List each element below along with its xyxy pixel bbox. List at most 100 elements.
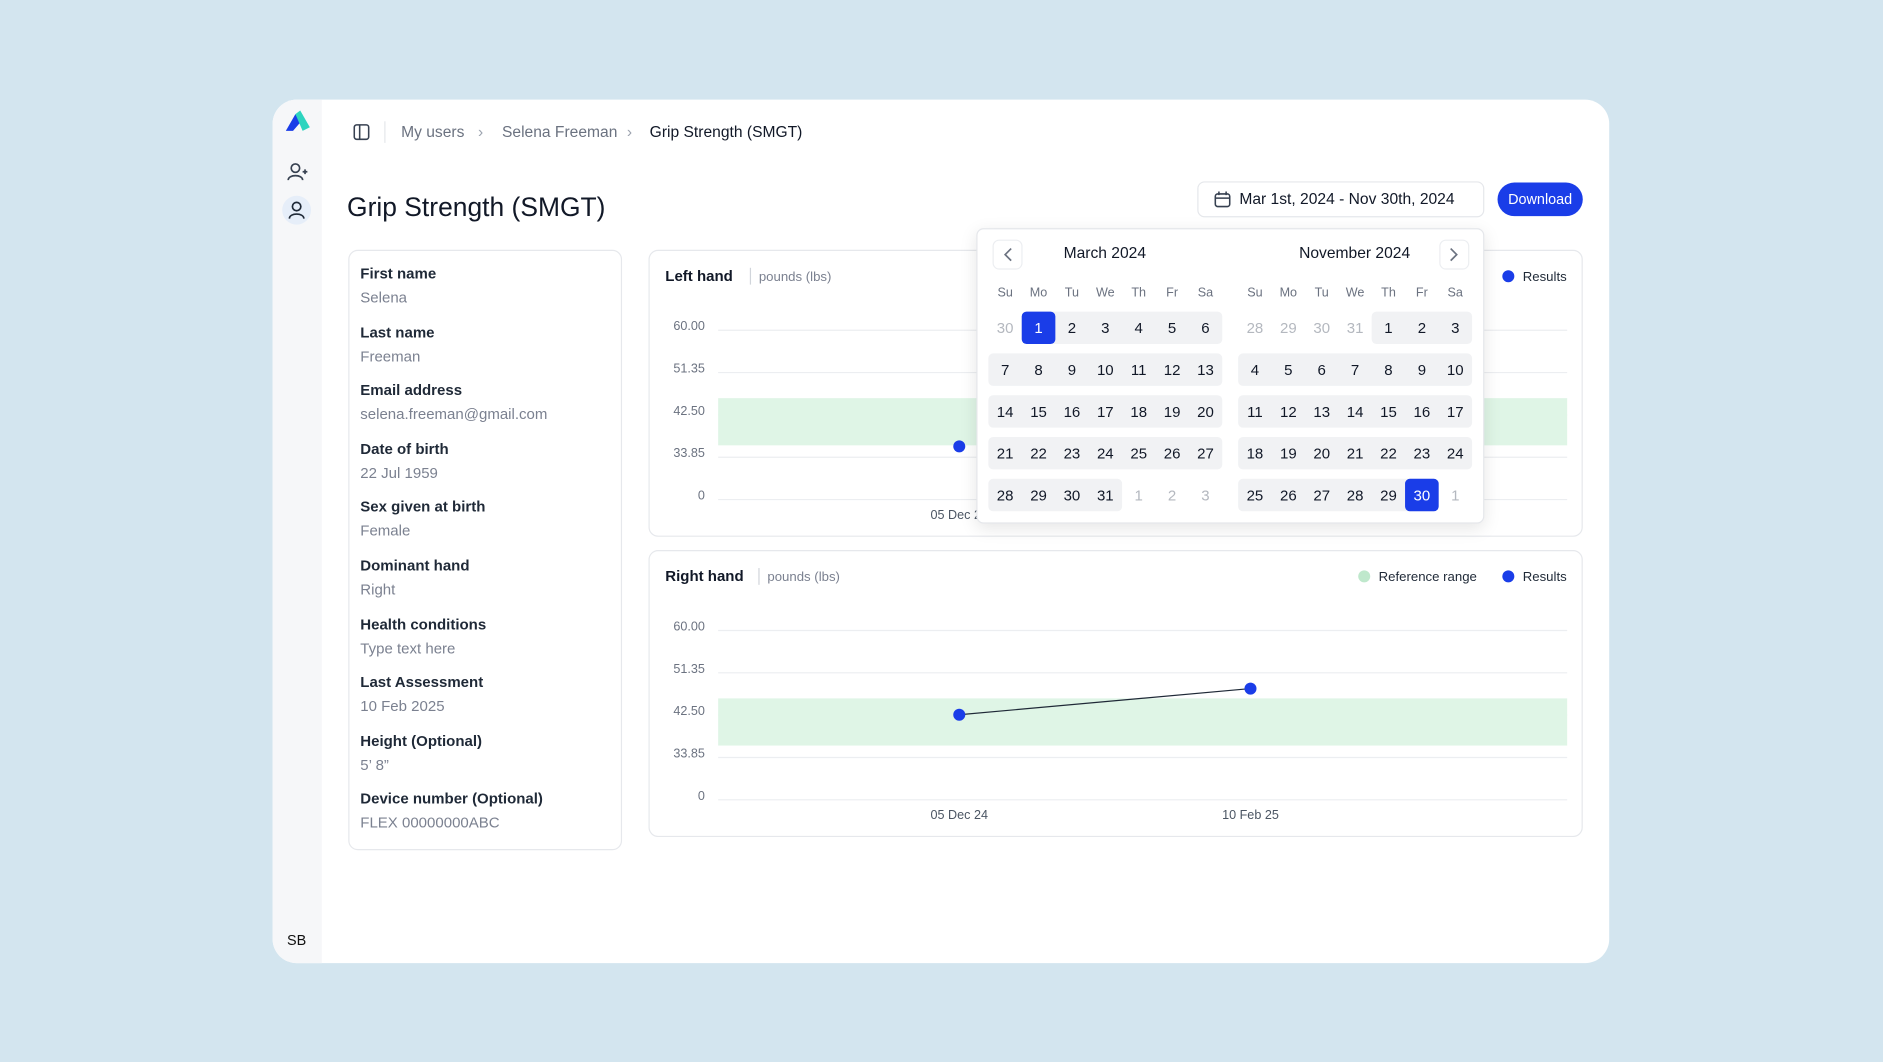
day[interactable]: 24 [1447,446,1464,463]
day[interactable]: 1 [1451,487,1459,504]
day[interactable]: 6 [1318,362,1326,379]
day[interactable]: 17 [1097,404,1114,421]
breadcrumb-link[interactable]: Selena Freeman [501,122,618,141]
day[interactable]: 19 [1280,446,1297,463]
day[interactable]: 21 [997,446,1014,463]
day[interactable]: 9 [1068,362,1076,379]
day[interactable]: 17 [1447,404,1464,421]
field-value: 22 Jul 1959 [360,464,438,482]
day[interactable]: 31 [1347,320,1364,337]
weekday: Mo [1030,286,1047,300]
day[interactable]: 27 [1313,487,1330,504]
day[interactable]: 29 [1030,487,1047,504]
breadcrumb-link[interactable]: My users [401,122,465,141]
day[interactable]: 11 [1131,362,1147,379]
day[interactable]: 9 [1418,362,1426,379]
field-value: FLEX 00000000ABC [360,814,500,832]
avatar[interactable]: SB [287,931,307,949]
day[interactable]: 13 [1197,362,1214,379]
day[interactable]: 8 [1384,362,1392,379]
day[interactable]: 3 [1101,320,1109,337]
day[interactable]: 28 [997,487,1014,504]
day[interactable]: 7 [1001,362,1009,379]
y-tick-label: 60.00 [673,619,705,633]
day[interactable]: 25 [1247,487,1264,504]
day[interactable]: 14 [1347,404,1364,421]
day[interactable]: 25 [1130,446,1147,463]
day[interactable]: 2 [1418,320,1426,337]
day[interactable]: 1 [1135,487,1143,504]
result-point [953,440,966,453]
day[interactable]: 30 [1064,487,1081,504]
day[interactable]: 28 [1247,320,1264,337]
date-range-picker[interactable] [1197,181,1485,218]
range-bar [1021,311,1223,345]
day[interactable]: 26 [1280,487,1297,504]
day[interactable]: 16 [1064,404,1081,421]
day[interactable]: 22 [1030,446,1047,463]
day[interactable]: 8 [1034,362,1042,379]
profile-card: First name Selena Last name Freeman Email ad… [348,249,623,851]
day[interactable]: 28 [1347,487,1364,504]
day[interactable]: 30 [997,320,1014,337]
day[interactable]: 18 [1130,404,1147,421]
chart-card [648,550,1583,838]
day[interactable]: 4 [1251,362,1259,379]
day[interactable]: 15 [1380,404,1397,421]
y-tick-label: 33.85 [673,746,705,760]
selected-day [1021,311,1056,345]
day[interactable]: 29 [1280,320,1297,337]
download-button[interactable]: Download [1497,182,1583,217]
day[interactable]: 4 [1135,320,1143,337]
panel-toggle[interactable] [353,124,370,141]
day[interactable]: 10 [1097,362,1114,379]
day[interactable]: 16 [1414,404,1431,421]
day[interactable]: 23 [1414,446,1431,463]
day[interactable]: 3 [1201,487,1209,504]
day[interactable]: 31 [1097,487,1114,504]
day[interactable]: 1 [1034,320,1042,337]
day[interactable]: 5 [1284,362,1292,379]
day[interactable]: 10 [1447,362,1464,379]
day[interactable]: 5 [1168,320,1176,337]
day[interactable]: 20 [1313,446,1330,463]
day[interactable]: 18 [1247,446,1264,463]
day[interactable]: 12 [1164,362,1181,379]
day[interactable]: 22 [1380,446,1397,463]
range-bar [988,437,1223,470]
day[interactable]: 12 [1280,404,1297,421]
day[interactable]: 14 [997,404,1014,421]
day[interactable]: 23 [1064,446,1081,463]
nav-next[interactable] [1439,239,1470,270]
day[interactable]: 24 [1097,446,1114,463]
add-user-icon[interactable] [286,161,308,183]
day[interactable]: 13 [1313,404,1330,421]
y-tick-label: 51.35 [673,362,705,376]
day[interactable]: 19 [1164,404,1181,421]
y-tick-label: 51.35 [673,662,705,676]
nav-prev[interactable] [992,239,1023,270]
day[interactable]: 2 [1068,320,1076,337]
day[interactable]: 21 [1347,446,1364,463]
day[interactable]: 30 [1313,320,1330,337]
legend-label: Results [1523,269,1567,284]
range-bar [1238,395,1473,428]
day[interactable]: 27 [1197,446,1214,463]
users-icon[interactable] [286,199,308,221]
day[interactable]: 1 [1384,320,1392,337]
day[interactable]: 15 [1030,404,1047,421]
selected-day [1405,478,1439,512]
field-value: selena.freeman@gmail.com [360,406,548,423]
day[interactable]: 2 [1168,487,1176,504]
day[interactable]: 6 [1201,320,1209,337]
day[interactable]: 20 [1197,404,1214,421]
day[interactable]: 7 [1351,362,1359,379]
day[interactable]: 3 [1451,320,1459,337]
day[interactable]: 30 [1414,487,1431,504]
field-value: 5’ 8” [360,756,389,774]
day[interactable]: 26 [1164,446,1181,463]
day[interactable]: 11 [1247,404,1263,421]
day[interactable]: 29 [1380,487,1397,504]
logo[interactable] [283,109,312,133]
